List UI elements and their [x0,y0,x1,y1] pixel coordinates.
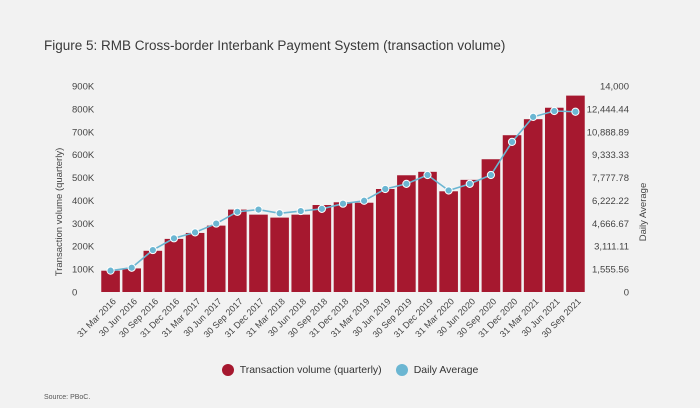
line-point [550,106,559,116]
left-tick-label: 900K [72,82,95,93]
right-tick-label: 10,888.89 [587,127,629,138]
legend-item-bars: Transaction volume (quarterly) [221,364,382,376]
right-tick-label: 9,333.33 [592,150,629,161]
bar [333,202,353,292]
chart-area: 0 100K 200K 300K 400K 500K 600K 700K 800K 900K 0 1… [54,82,649,340]
left-tick-label: 200K [72,242,95,253]
line-point [529,112,538,122]
line-point [338,199,348,208]
line-point [507,137,517,147]
left-tick-label: 600K [72,150,95,161]
bar [460,179,480,292]
legend-bar-label: Transaction volume (quarterly) [239,364,382,376]
bar [101,270,120,292]
source-note: Source: PBoC. [44,394,91,401]
line-point [148,245,157,255]
chart-title: Figure 5: RMB Cross-border Interbank Pay… [44,38,506,53]
bar [270,217,289,292]
line-point [190,228,200,237]
right-axis-ticks: 0 1,555.56 3,111.11 4,666.67 6,222.22 7,777.7… [587,82,629,299]
left-tick-label: 700K [72,127,95,138]
bar [185,232,205,292]
line-point [296,206,305,216]
line-point [360,196,369,205]
line-point [275,209,284,218]
bar [523,119,543,292]
line-point [127,263,136,272]
bar [122,268,141,292]
left-tick-label: 300K [72,219,95,230]
legend: Transaction volume (quarterly) Daily Ave… [0,364,700,376]
right-tick-label: 4,666.67 [592,219,629,230]
line-point [444,186,453,195]
bar [566,95,585,292]
left-axis-label: Transaction volume (quarterly) [54,148,65,276]
line-point [233,207,242,216]
bar [375,189,395,292]
bar [164,238,184,292]
line-point [169,234,179,243]
legend-item-line: Daily Average [395,364,479,376]
left-tick-label: 500K [72,173,95,184]
line-point [465,179,474,188]
line-point [317,204,326,213]
line-point [571,107,580,116]
right-axis-label: Daily Average [638,183,649,241]
line-point [423,170,432,180]
line-point [486,170,496,180]
line-point [254,205,263,214]
right-tick-label: 12,444.44 [587,104,629,115]
right-tick-label: 1,555.56 [592,265,629,276]
line-point [381,184,390,194]
bar [249,214,268,292]
left-axis-ticks: 0 100K 200K 300K 400K 500K 600K 700K 800K 900K [72,82,95,299]
legend-line-swatch [395,364,408,376]
right-tick-label: 7,777.78 [592,173,629,184]
bar [502,135,522,292]
bar [397,175,416,292]
right-tick-label: 3,111.11 [594,242,629,253]
line-point [402,179,411,188]
bar [418,171,437,292]
bar [545,107,564,293]
left-tick-label: 400K [72,196,95,207]
bar [143,250,163,292]
left-tick-label: 0 [72,288,77,299]
bar [228,209,247,292]
right-tick-label: 14,000 [600,82,629,93]
bar [206,225,226,292]
left-tick-label: 800K [72,104,95,115]
line-series [106,106,580,275]
right-tick-label: 0 [624,288,629,299]
bar-series [101,95,585,293]
line-point [212,219,221,228]
line-point [106,266,115,275]
bar [481,159,501,292]
legend-bar-swatch [221,364,234,376]
right-tick-label: 6,222.22 [592,196,629,207]
bar [354,202,374,292]
left-tick-label: 100K [72,265,95,276]
bar [291,214,311,292]
bar [312,205,332,292]
bar [439,191,458,292]
legend-line-label: Daily Average [413,364,479,376]
